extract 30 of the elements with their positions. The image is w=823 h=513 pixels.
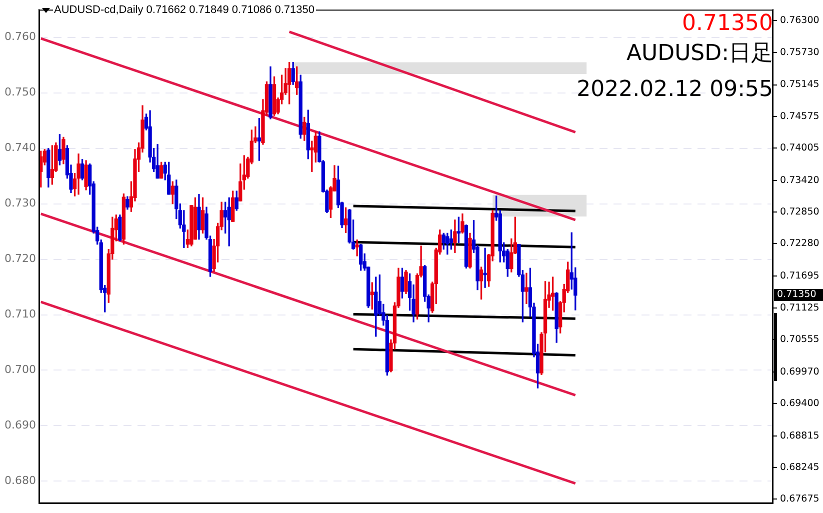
annotation: AUDUSD:日足 <box>626 41 773 67</box>
y-tick-label: 0.680 <box>4 474 36 488</box>
y2-tick-label: 0.72280 <box>780 238 820 250</box>
y2-tick-label: 0.70555 <box>780 334 820 345</box>
y-tick-label: 0.730 <box>4 196 36 210</box>
y2-tick-label: 0.72850 <box>780 206 820 218</box>
y-tick-label: 0.710 <box>4 308 36 321</box>
y2-tick-label: 0.69970 <box>780 366 820 378</box>
y2-tick-label: 0.71125 <box>780 302 820 314</box>
text: 0.71350 <box>774 289 823 301</box>
y2-tick-label: 0.74575 <box>780 110 820 122</box>
annotation: 2022.02.12 09:55 <box>576 77 773 103</box>
y-tick-label: 0.690 <box>4 418 36 432</box>
y2-tick-label: 0.74005 <box>780 142 820 154</box>
y2-tick-label: 0.68815 <box>780 430 820 442</box>
y2-tick-label: 0.76300 <box>780 15 820 26</box>
y-tick-label: 0.720 <box>4 252 36 266</box>
y2-tick-label: 0.67675 <box>780 494 820 505</box>
y2-tick-label: 0.69400 <box>780 398 820 409</box>
y-tick-label: 0.750 <box>4 86 36 99</box>
y2-tick-label: 0.71695 <box>780 270 820 282</box>
y2-tick-label: 0.73420 <box>780 174 820 186</box>
y2-tick-label: 0.68245 <box>780 462 820 474</box>
y-tick-label: 0.740 <box>4 141 36 154</box>
y-tick-label: 0.760 <box>4 30 36 44</box>
chart-title: AUDUSD-cd,Daily 0.71662 0.71849 0.71086 0.71350 <box>53 4 316 17</box>
y2-tick-label: 0.75730 <box>780 46 820 58</box>
annotation: 0.71350 <box>682 11 773 37</box>
y-tick-label: 0.700 <box>4 363 36 376</box>
y2-tick-label: 0.75145 <box>780 79 820 90</box>
